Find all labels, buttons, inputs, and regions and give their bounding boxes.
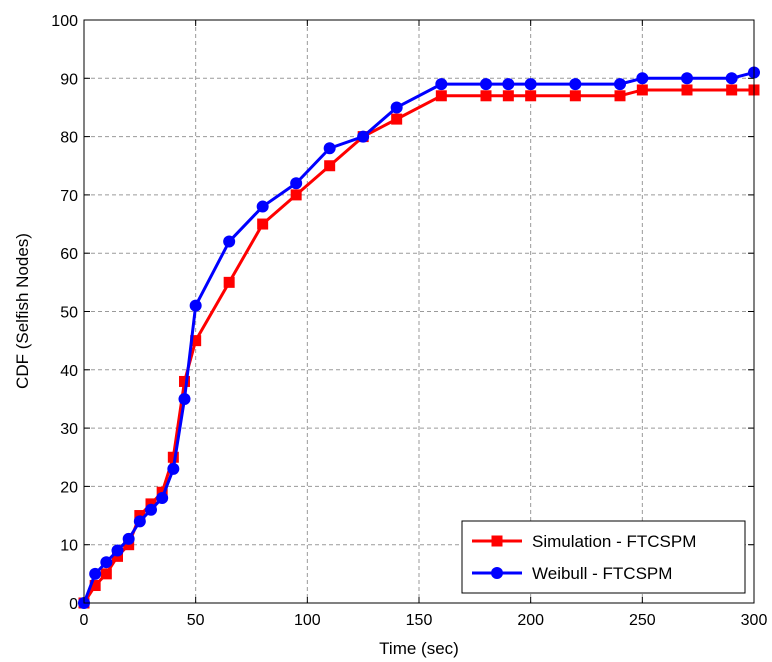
data-point-circle [636,72,649,85]
x-tick-label: 200 [517,612,544,629]
x-tick-label: 300 [741,612,768,629]
data-point-circle [133,515,146,528]
x-tick-label: 100 [294,612,321,629]
x-tick-label: 250 [629,612,656,629]
y-tick-label: 20 [60,479,78,496]
x-tick-label: 50 [187,612,205,629]
data-point-square [480,90,492,102]
y-tick-label: 70 [60,188,78,205]
x-tick-label: 0 [80,612,89,629]
data-point-circle [145,503,157,516]
data-point-circle [156,492,169,505]
data-point-square [502,90,514,102]
data-point-circle [681,72,693,85]
legend-label: Weibull - FTCSPM [532,564,672,583]
legend-label: Simulation - FTCSPM [532,532,696,551]
data-point-square [391,113,403,125]
x-tick-label: 150 [406,612,433,629]
data-point-circle [100,556,113,569]
data-point-square [290,189,302,201]
data-point-square [614,90,626,102]
data-point-circle [323,142,336,155]
data-point-square [569,90,581,102]
data-point-circle [256,200,269,213]
data-point-square [89,580,101,592]
ticks: 0 50 100 150 200 250 300 0 10 20 30 40 50 60 70 80 90 100 [51,13,767,629]
data-point-circle [89,567,102,580]
data-point-circle [524,78,537,91]
y-tick-label: 30 [60,421,78,438]
data-point-square [324,160,336,172]
y-tick-label: 50 [60,305,78,322]
legend-box [461,520,746,594]
data-point-square [525,90,537,102]
data-point-circle [614,78,626,91]
data-point-square [167,451,179,463]
data-point-circle [290,177,303,190]
grid [84,20,754,603]
series-2 [78,66,760,609]
data-point-circle [480,78,492,91]
data-point-square [435,90,447,102]
data-point-circle [390,101,403,114]
legend-marker-square [491,535,503,547]
data-point-circle [167,462,180,475]
data-point-circle [189,299,202,312]
x-axis-label: Time (sec) [379,639,459,658]
data-point-square [223,276,235,288]
data-point-circle [111,544,124,557]
series-layer [78,66,760,609]
data-point-circle [223,235,236,248]
y-tick-label: 40 [60,363,78,380]
data-point-square [179,375,190,387]
y-tick-label: 90 [60,71,78,88]
y-axis-label: CDF (Selfish Nodes) [13,233,32,389]
legend: Simulation - FTCSPM Weibull - FTCSPM [461,520,746,594]
data-point-square [636,84,648,96]
data-point-circle [122,532,135,545]
data-point-square [257,218,269,230]
y-tick-label: 100 [51,13,78,30]
data-point-square [726,84,738,96]
data-point-square [100,568,112,580]
data-point-circle [357,130,370,143]
y-tick-label: 60 [60,246,78,263]
data-point-circle [178,392,191,405]
y-tick-label: 80 [60,130,78,147]
data-point-circle [502,78,515,91]
data-point-square [681,84,693,96]
data-point-circle [435,78,448,91]
data-point-circle [725,72,738,85]
data-point-square [190,335,202,347]
data-point-circle [569,78,582,91]
y-tick-label: 10 [60,538,78,555]
legend-marker-circle [491,567,503,579]
y-tick-label: 0 [69,596,78,613]
